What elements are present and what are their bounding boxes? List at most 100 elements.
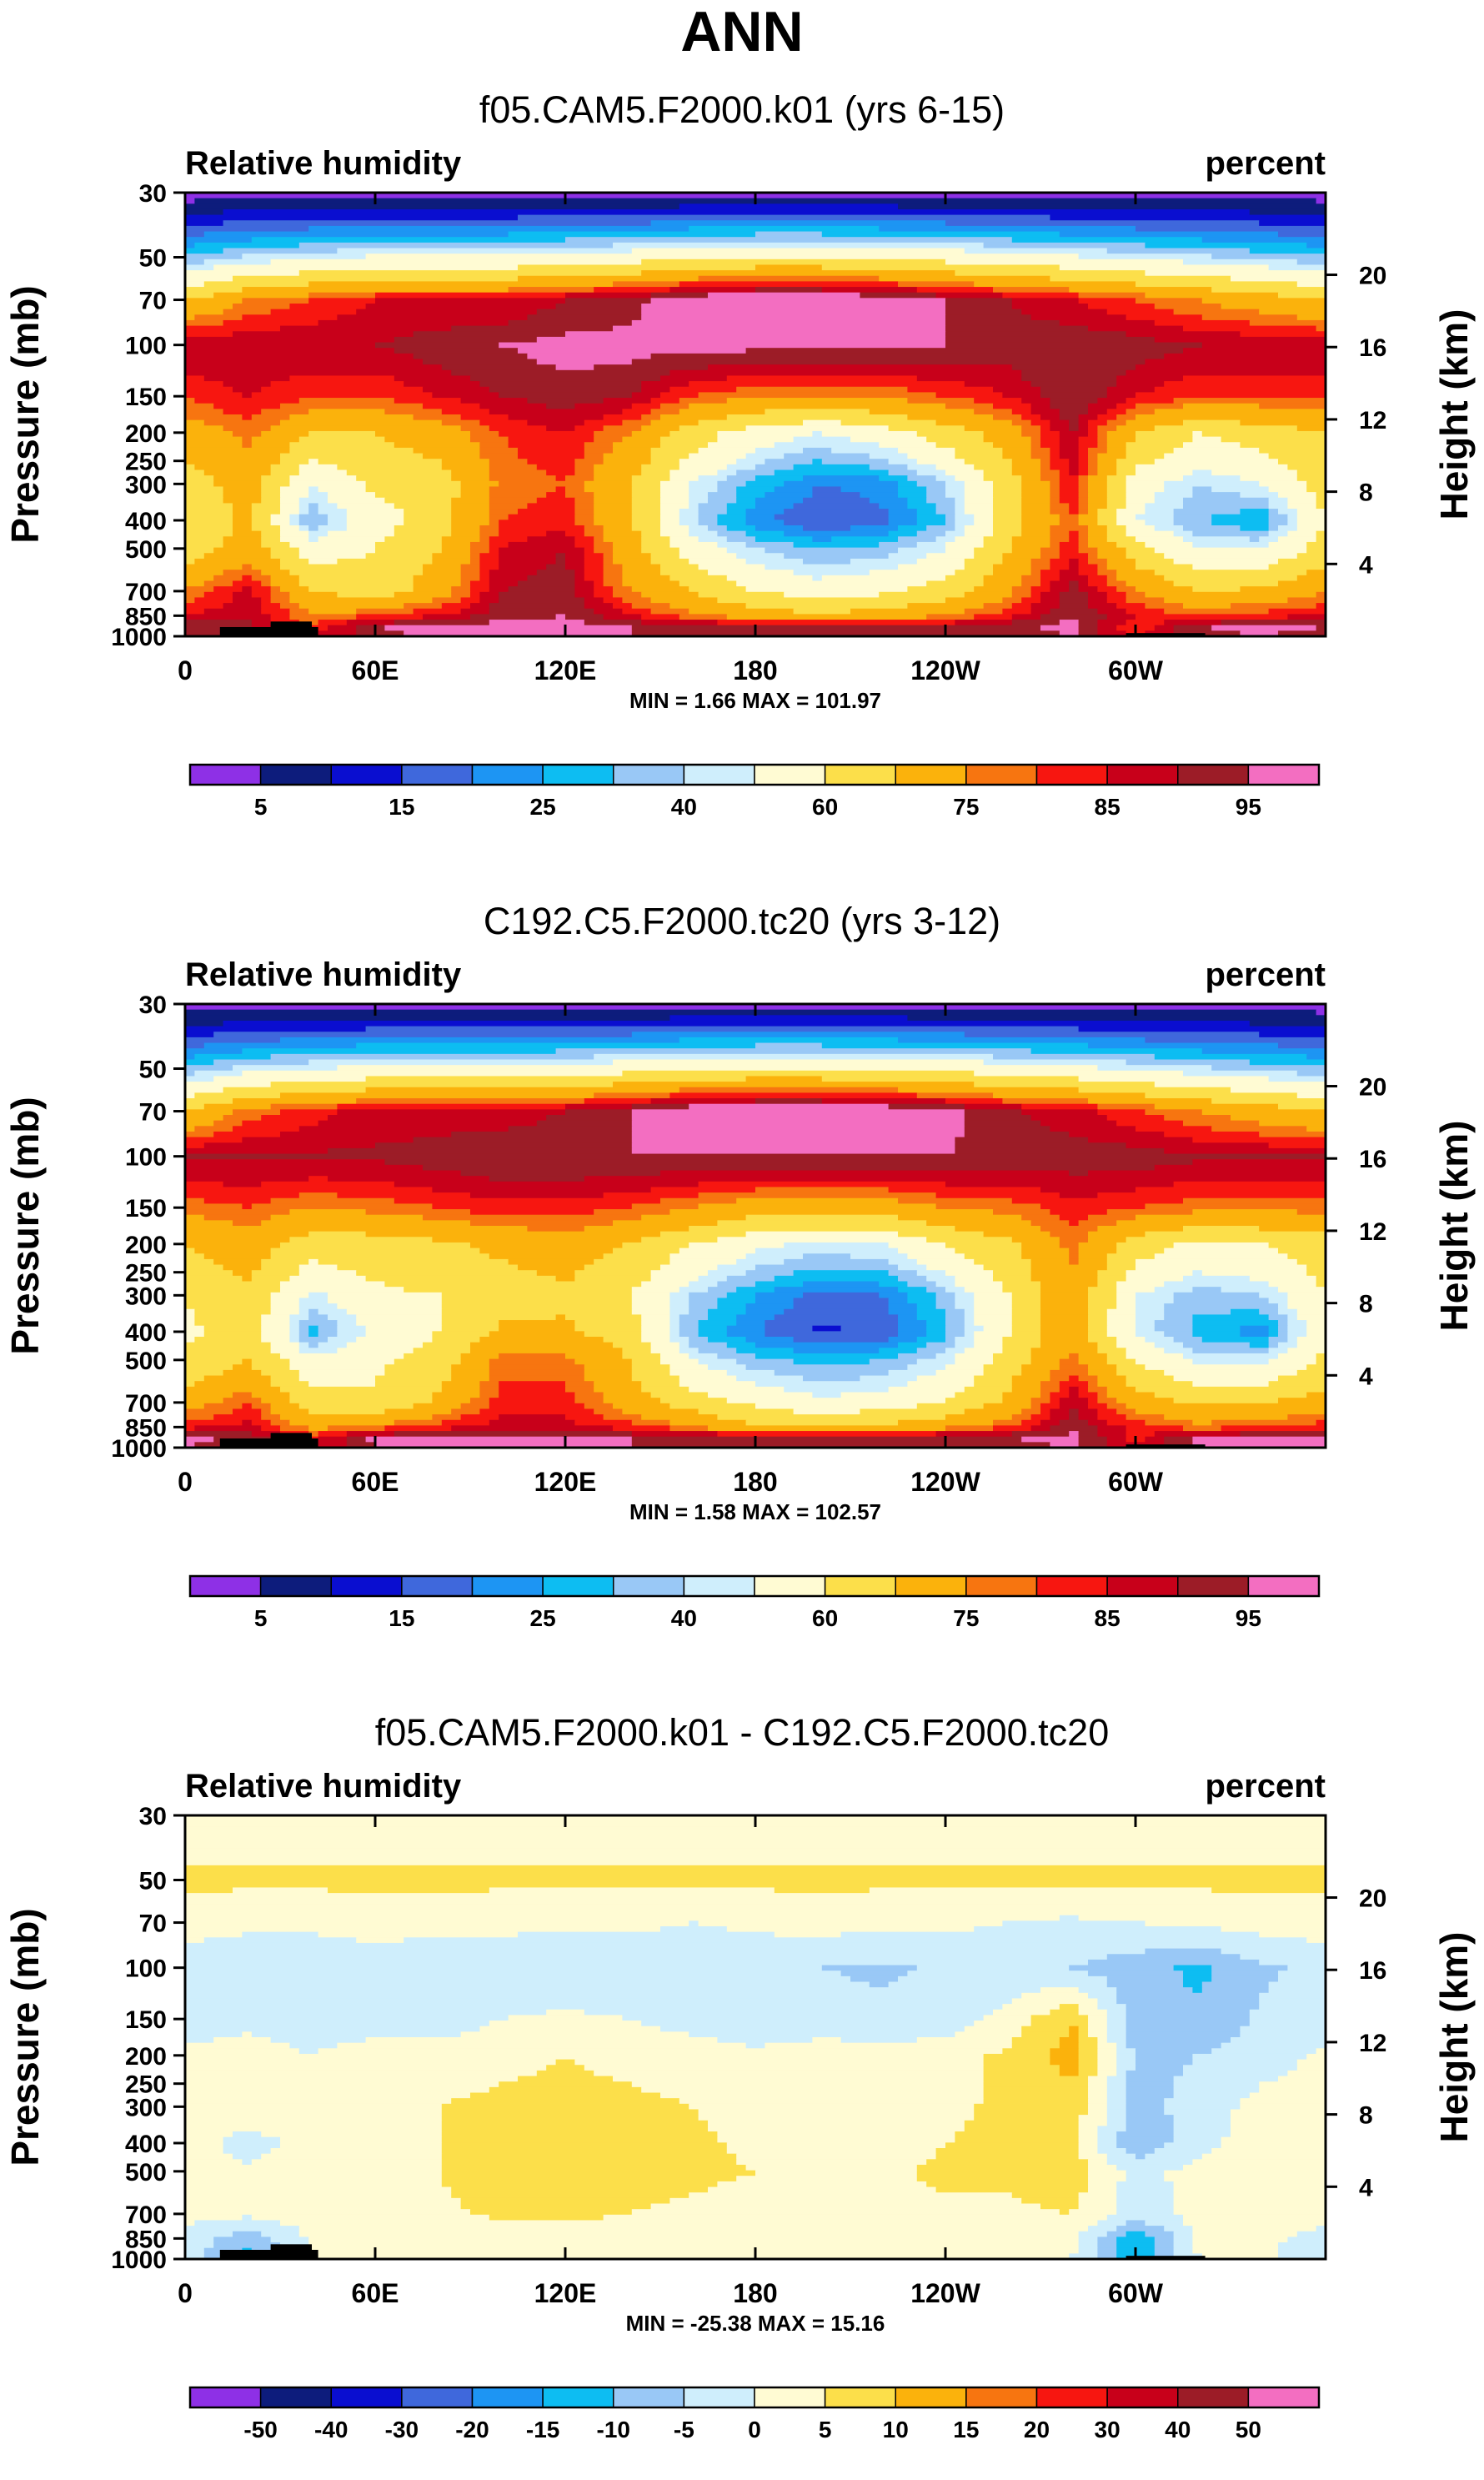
contour-cell bbox=[1183, 325, 1317, 332]
contour-cell bbox=[613, 1220, 718, 1227]
contour-cell bbox=[432, 1414, 462, 1421]
contour-cell bbox=[1136, 2048, 1212, 2055]
contour-cell bbox=[1126, 492, 1156, 499]
contour-cell bbox=[1078, 2031, 1089, 2038]
contour-cell bbox=[1040, 392, 1108, 399]
contour-cell bbox=[1249, 1275, 1317, 1283]
contour-cell bbox=[1097, 2065, 1117, 2071]
contour-cell bbox=[574, 570, 585, 576]
contour-cell bbox=[907, 464, 937, 471]
contour-cell bbox=[745, 1253, 804, 1260]
contour-cell bbox=[518, 453, 585, 459]
contour-cell bbox=[650, 553, 680, 560]
contour-cell bbox=[298, 1126, 509, 1132]
contour-cell bbox=[935, 509, 955, 515]
contour-cell bbox=[1116, 2131, 1175, 2138]
contour-cell bbox=[489, 459, 528, 465]
contour-cell bbox=[479, 1381, 499, 1388]
contour-cell bbox=[1116, 2142, 1165, 2149]
contour-cell bbox=[736, 1314, 775, 1321]
contour-cell bbox=[1106, 1392, 1156, 1398]
contour-cell bbox=[993, 2009, 1050, 2016]
contour-cell bbox=[1030, 442, 1041, 449]
contour-cell bbox=[1126, 1414, 1165, 1421]
contour-cell bbox=[185, 2070, 538, 2077]
contour-cell bbox=[1126, 1381, 1193, 1388]
contour-cell bbox=[185, 348, 395, 354]
contour-cell bbox=[689, 1342, 728, 1348]
contour-cell bbox=[784, 591, 880, 599]
contour-cell bbox=[964, 480, 994, 488]
contour-cell bbox=[1106, 2037, 1127, 2044]
contour-cell bbox=[404, 381, 480, 388]
contour-cell bbox=[185, 1931, 243, 1938]
contour-cell bbox=[308, 430, 376, 438]
contour-cell bbox=[584, 525, 604, 532]
contour-cell bbox=[907, 603, 985, 610]
contour-cell bbox=[1059, 436, 1080, 443]
contour-cell bbox=[1106, 1209, 1193, 1216]
contour-cell bbox=[945, 1270, 994, 1277]
colorbar-label: -5 bbox=[674, 2417, 694, 2442]
contour-cell bbox=[745, 1214, 899, 1221]
contour-cell bbox=[1050, 503, 1070, 510]
contour-cell bbox=[926, 553, 975, 560]
contour-cell bbox=[755, 1187, 890, 1193]
contour-cell bbox=[888, 1242, 946, 1249]
contour-cell bbox=[708, 1364, 747, 1371]
contour-cell bbox=[337, 314, 528, 321]
contour-cell bbox=[964, 381, 1032, 388]
contour-cell bbox=[185, 2192, 452, 2199]
y-tick-label: 1000 bbox=[111, 1435, 167, 1463]
contour-cell bbox=[1192, 1442, 1326, 1448]
contour-cell bbox=[1268, 1331, 1279, 1338]
contour-cell bbox=[518, 1264, 585, 1271]
contour-cell bbox=[233, 2231, 262, 2237]
contour-cell bbox=[460, 597, 480, 604]
contour-cell bbox=[251, 1419, 272, 1426]
contour-cell bbox=[631, 1298, 670, 1304]
contour-cell bbox=[499, 530, 547, 537]
contour-cell bbox=[803, 447, 832, 454]
contour-cell bbox=[840, 1970, 908, 1977]
contour-cell bbox=[1116, 1364, 1146, 1371]
contour-cell bbox=[261, 1369, 300, 1377]
contour-cell bbox=[298, 1303, 338, 1310]
contour-cell bbox=[594, 514, 633, 520]
contour-cell bbox=[1136, 1214, 1326, 1221]
contour-cell bbox=[1097, 1065, 1212, 1072]
contour-cell bbox=[185, 597, 195, 604]
contour-cell bbox=[631, 503, 661, 510]
contour-cell bbox=[365, 1209, 471, 1216]
y-tick-label: 50 bbox=[139, 1868, 167, 1895]
contour-cell bbox=[1106, 1436, 1127, 1443]
contour-cell bbox=[1164, 2170, 1326, 2176]
contour-cell bbox=[1126, 1059, 1251, 1066]
contour-cell bbox=[489, 1398, 575, 1404]
contour-cell bbox=[328, 1425, 385, 1432]
contour-cell bbox=[460, 570, 480, 576]
contour-cell bbox=[745, 453, 785, 459]
contour-cell bbox=[261, 430, 309, 438]
contour-cell bbox=[1097, 2242, 1117, 2249]
colorbar-label: -15 bbox=[526, 2417, 559, 2442]
contour-cell bbox=[1097, 1281, 1117, 1288]
contour-cell bbox=[708, 525, 728, 532]
contour-cell bbox=[527, 353, 652, 360]
contour-cell bbox=[318, 486, 367, 493]
contour-cell bbox=[499, 564, 547, 570]
contour-cell bbox=[185, 1970, 842, 1977]
colorbar-label: 15 bbox=[389, 794, 414, 820]
contour-cell bbox=[1050, 541, 1060, 549]
contour-cell bbox=[755, 1298, 795, 1304]
contour-cell bbox=[270, 1253, 490, 1260]
contour-cell bbox=[1097, 464, 1117, 471]
contour-cell bbox=[736, 386, 908, 393]
contour-cell bbox=[185, 298, 243, 304]
contour-cell bbox=[945, 530, 965, 537]
contour-cell bbox=[1069, 2253, 1098, 2260]
contour-cell bbox=[698, 503, 728, 510]
contour-cell bbox=[755, 497, 804, 504]
contour-cell bbox=[270, 1342, 300, 1348]
contour-cell bbox=[1154, 386, 1326, 393]
